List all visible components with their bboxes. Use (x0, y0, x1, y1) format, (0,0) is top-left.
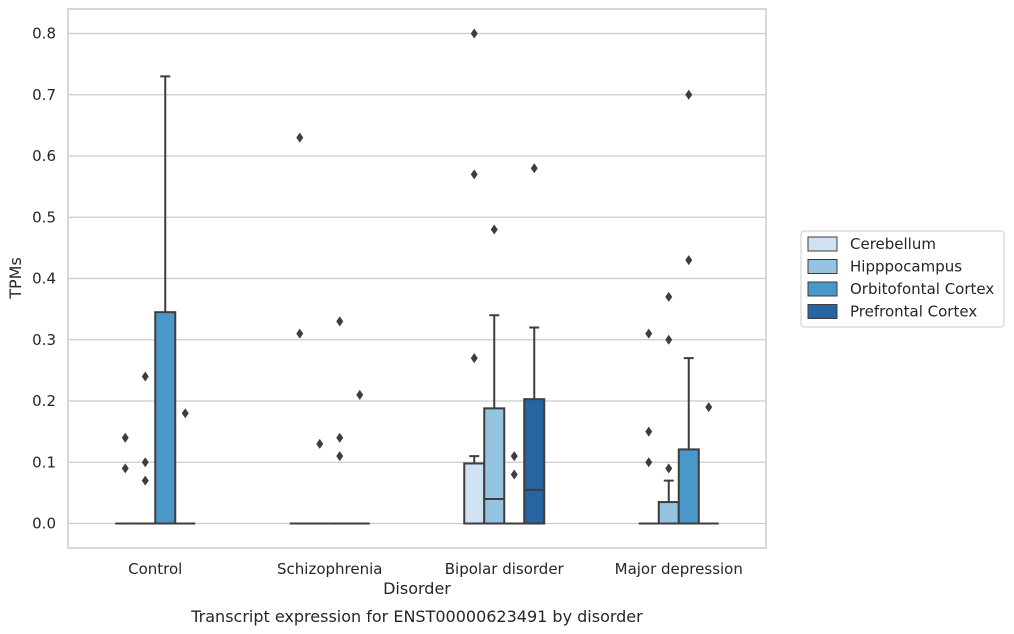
box (677, 448, 700, 525)
outlier-point (645, 426, 653, 437)
chart-caption: Transcript expression for ENST0000062349… (190, 607, 643, 626)
box (483, 407, 506, 525)
x-tick-labels: Control Schizophrenia Bipolar disorder Majo… (128, 560, 743, 578)
legend-label: Hipppocampus (850, 258, 962, 276)
x-tick-label: Major depression (615, 560, 743, 578)
outlier-point (141, 475, 149, 486)
legend-swatch (807, 236, 838, 252)
y-tick-label: 0.4 (32, 270, 56, 288)
box-group (504, 451, 525, 525)
box-group (523, 163, 546, 525)
box (154, 311, 177, 525)
legend: Cerebellum Hipppocampus Orbitofontal Corte… (800, 230, 1005, 328)
box-group (329, 316, 350, 525)
legend-frame (800, 230, 1005, 328)
y-tick-label: 0.0 (32, 515, 56, 533)
y-tick-label: 0.6 (32, 147, 56, 165)
legend-swatch (807, 281, 838, 297)
outlier-point (510, 451, 518, 462)
legend-label: Orbitofontal Cortex (850, 280, 994, 298)
outlier-point (705, 402, 713, 413)
outlier-point (530, 163, 538, 174)
outlier-point (645, 457, 653, 468)
outlier-point (181, 408, 189, 419)
box (463, 462, 486, 525)
legend-swatch (807, 259, 838, 274)
y-tick-label: 0.5 (32, 208, 56, 226)
box-group (154, 75, 177, 525)
outlier-point (685, 89, 693, 100)
y-tick-labels: 0.0 0.1 0.2 0.3 0.4 0.5 0.6 0.7 0.8 (32, 25, 56, 533)
outlier-point (316, 438, 324, 449)
y-tick-label: 0.8 (32, 25, 56, 43)
legend-label: Prefrontal Cortex (850, 303, 977, 321)
outlier-point (296, 132, 304, 143)
outlier-point (490, 224, 498, 235)
box-group (115, 432, 136, 525)
outlier-point (665, 463, 673, 474)
outlier-point (121, 463, 129, 474)
box-group (698, 402, 719, 525)
outlier-point (470, 28, 478, 39)
outlier-point (510, 469, 518, 480)
plot-frame (67, 8, 767, 549)
outlier-point (665, 334, 673, 345)
box-group (463, 28, 486, 525)
outlier-point (645, 328, 653, 339)
box-group (677, 89, 700, 525)
outlier-point (121, 432, 129, 443)
y-tick-label: 0.2 (32, 392, 56, 410)
box-group (483, 224, 506, 525)
box-layer (115, 28, 719, 525)
legend-swatch (807, 304, 838, 319)
outlier-point (336, 432, 344, 443)
box-group (175, 408, 196, 525)
box-group (638, 328, 659, 525)
outlier-point (336, 316, 344, 327)
outlier-point (356, 389, 364, 400)
legend-label: Cerebellum (850, 235, 936, 253)
box (657, 501, 680, 525)
outlier-point (141, 371, 149, 382)
x-axis-title: Disorder (383, 579, 451, 598)
outlier-point (685, 255, 693, 266)
box-group (135, 371, 156, 525)
y-tick-label: 0.1 (32, 453, 56, 471)
x-tick-label: Schizophrenia (277, 560, 382, 578)
box-group (289, 132, 310, 525)
outlier-point (665, 291, 673, 302)
x-tick-label: Bipolar disorder (445, 560, 565, 578)
box-group (309, 438, 330, 525)
box-group (349, 389, 370, 525)
box-group (657, 291, 680, 525)
outlier-point (296, 328, 304, 339)
y-axis-title: TPMs (6, 257, 25, 300)
outlier-point (470, 353, 478, 364)
outlier-point (336, 451, 344, 462)
outlier-point (141, 457, 149, 468)
outlier-point (470, 169, 478, 180)
y-tick-label: 0.3 (32, 331, 56, 349)
y-tick-label: 0.7 (32, 86, 56, 104)
x-tick-label: Control (128, 560, 182, 578)
box (523, 398, 546, 525)
